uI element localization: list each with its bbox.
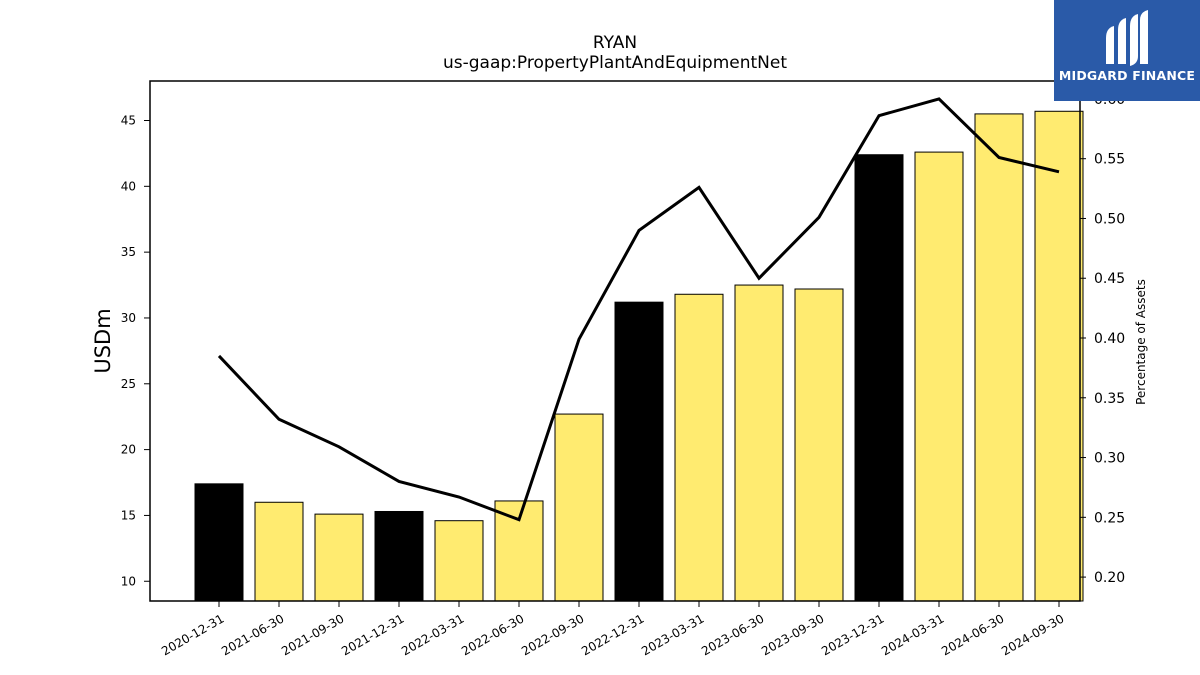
xtick-label-2020-12-31: 2020-12-31 — [159, 611, 226, 658]
y2-axis-label: Percentage of Assets — [1134, 279, 1148, 405]
y2tick-label-0.20: 0.20 — [1094, 570, 1125, 586]
xtick-label-2021-12-31: 2021-12-31 — [339, 611, 406, 658]
ytick-label-40: 40 — [121, 179, 136, 193]
bar-2021-09-30 — [314, 513, 364, 602]
bar-2021-06-30 — [254, 501, 304, 602]
ytick-label-30: 30 — [121, 311, 136, 325]
bar-2022-12-31 — [614, 301, 664, 602]
bar-2022-09-30 — [554, 413, 604, 602]
ytick-label-35: 35 — [121, 245, 136, 259]
xtick-label-2021-09-30: 2021-09-30 — [279, 611, 346, 658]
plot-frame — [149, 80, 1081, 602]
xtick-label-2022-12-31: 2022-12-31 — [579, 611, 646, 658]
xtick-label-2022-06-30: 2022-06-30 — [459, 611, 526, 658]
xtick-label-2024-09-30: 2024-09-30 — [999, 611, 1066, 658]
ytick-label-45: 45 — [121, 113, 136, 127]
y2tick-label-0.25: 0.25 — [1094, 510, 1125, 526]
bar-2023-03-31 — [674, 293, 724, 602]
y2tick-label-0.50: 0.50 — [1094, 211, 1125, 227]
y2tick-label-0.45: 0.45 — [1094, 271, 1125, 287]
chart-title: RYAN — [593, 33, 637, 53]
bar-2024-03-31 — [914, 151, 964, 602]
y2tick-label-0.40: 0.40 — [1094, 331, 1125, 347]
logo-text: MIDGARD FINANCE — [1058, 68, 1196, 83]
bar-2024-09-30 — [1034, 110, 1084, 602]
bar-2021-12-31 — [374, 510, 424, 602]
xtick-label-2021-06-30: 2021-06-30 — [219, 611, 286, 658]
bar-2023-09-30 — [794, 288, 844, 602]
bar-2022-03-31 — [434, 520, 484, 602]
bar-2023-12-31 — [854, 154, 904, 602]
bar-2024-06-30 — [974, 113, 1024, 602]
y-axis-label: USDm — [91, 308, 115, 373]
ytick-label-25: 25 — [121, 377, 136, 391]
xtick-label-2023-06-30: 2023-06-30 — [699, 611, 766, 658]
xtick-label-2024-03-31: 2024-03-31 — [879, 611, 946, 658]
percentage-line — [217, 97, 1060, 522]
xtick-label-2022-09-30: 2022-09-30 — [519, 611, 586, 658]
xtick-label-2023-03-31: 2023-03-31 — [639, 611, 706, 658]
ytick-label-15: 15 — [121, 508, 136, 522]
midgard-finance-logo: MIDGARD FINANCE — [1054, 0, 1200, 101]
y2tick-label-0.55: 0.55 — [1094, 152, 1125, 168]
y2tick-label-0.35: 0.35 — [1094, 391, 1125, 407]
bar-2023-06-30 — [734, 284, 784, 602]
midgard-logo-icon — [1106, 10, 1148, 66]
y2tick-label-0.30: 0.30 — [1094, 451, 1125, 467]
xtick-label-2023-12-31: 2023-12-31 — [819, 611, 886, 658]
bar-2020-12-31 — [194, 483, 244, 602]
xtick-label-2024-06-30: 2024-06-30 — [939, 611, 1006, 658]
xtick-label-2022-03-31: 2022-03-31 — [399, 611, 466, 658]
ytick-label-20: 20 — [121, 443, 136, 457]
ytick-label-10: 10 — [121, 574, 136, 588]
chart-subtitle: us-gaap:PropertyPlantAndEquipmentNet — [443, 53, 787, 73]
xtick-label-2023-09-30: 2023-09-30 — [759, 611, 826, 658]
